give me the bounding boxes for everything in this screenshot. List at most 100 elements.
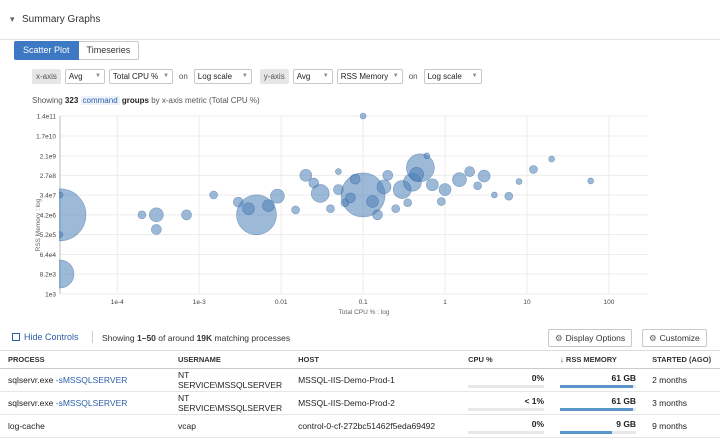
process-cell: sqlservr.exe -sMSSQLSERVER [0, 391, 170, 415]
y-on-label: on [408, 72, 418, 81]
y-tick-label: 8.2e3 [40, 272, 57, 279]
rss-cell: 9 GB [552, 414, 645, 438]
x-tick-label: 0.1 [359, 299, 368, 306]
process-cell: log-cache [0, 414, 170, 438]
x-tick-label: 1 [443, 299, 447, 306]
data-point [473, 181, 482, 191]
x-tick-label: 10 [523, 299, 531, 306]
data-point [438, 183, 452, 196]
chevron-down-icon: ▼ [241, 73, 248, 79]
username-cell: NT SERVICE\MSSQLSERVER [170, 391, 291, 415]
x-axis-label: x-axis [32, 69, 61, 84]
cpu-cell: 0% [460, 368, 553, 392]
x-axis-title: Total CPU % : log [339, 309, 390, 316]
data-point [515, 178, 523, 185]
col-process[interactable]: PROCESS [0, 350, 170, 369]
host-cell: MSSQL-IIS-Demo-Prod-1 [290, 368, 461, 392]
graph-type-tabs: Scatter Plot Timeseries [14, 41, 140, 60]
started-cell: 2 months [644, 368, 720, 392]
chart-left-mask [0, 108, 59, 323]
data-point [423, 152, 431, 160]
groups-summary: Showing 323 command groups by x-axis met… [32, 96, 260, 105]
data-point [310, 184, 330, 203]
cpu-bar [468, 430, 545, 434]
col-username[interactable]: USERNAME [170, 350, 291, 369]
cpu-bar [468, 407, 545, 411]
tab-scatter-plot[interactable]: Scatter Plot [14, 41, 79, 60]
table-row[interactable]: sqlservr.exe -sMSSQLSERVER NT SERVICE\MSS… [0, 368, 720, 392]
col-started[interactable]: STARTED (AGO) [644, 350, 720, 369]
data-point [477, 169, 491, 183]
data-point [137, 210, 147, 220]
chevron-down-icon: ▼ [392, 73, 399, 79]
started-cell: 9 months [644, 414, 720, 438]
col-host[interactable]: HOST [290, 350, 461, 369]
data-point [409, 167, 424, 182]
col-rss-memory[interactable]: ↓ RSS MEMORY [552, 350, 645, 369]
x-metric-select[interactable]: Total CPU % ▼ [108, 69, 173, 84]
table-row[interactable]: log-cache vcap control-0-cf-272bc51462f5e… [0, 414, 720, 438]
y-axis-label: y-axis [259, 69, 289, 84]
x-agg-select[interactable]: Avg ▼ [64, 69, 105, 84]
process-table: PROCESS USERNAME HOST CPU % ↓ RSS MEMORY… [0, 350, 720, 438]
summary-graphs-header[interactable]: ▾ Summary Graphs [0, 0, 720, 40]
chevron-down-icon: ▼ [162, 73, 169, 79]
data-point [548, 155, 555, 163]
x-scale-select[interactable]: Log scale ▼ [193, 69, 252, 84]
data-point [391, 204, 400, 214]
chevron-down-icon: ▼ [322, 73, 329, 79]
username-cell: NT SERVICE\MSSQLSERVER [170, 368, 291, 392]
hide-controls-link[interactable]: Hide Controls [12, 332, 79, 342]
y-tick-label: 2.1e9 [40, 153, 57, 160]
data-point [529, 165, 538, 174]
process-flag-link[interactable]: -sMSSQLSERVER [55, 398, 128, 408]
process-toolbar: Hide Controls Showing 1–50 of around 19K… [0, 326, 720, 350]
panel-icon [12, 333, 20, 341]
tab-timeseries[interactable]: Timeseries [78, 41, 140, 60]
chevron-down-icon: ▼ [471, 73, 478, 79]
data-point [326, 204, 335, 214]
host-cell: control-0-cf-272bc51462f5eda69492 [290, 414, 461, 438]
data-point [491, 191, 498, 199]
y-tick-label: 2.7e8 [40, 173, 57, 180]
chevron-down-icon[interactable]: ▾ [10, 14, 15, 24]
data-point [382, 170, 394, 181]
y-tick-label: 1.7e10 [36, 134, 56, 141]
host-cell: MSSQL-IIS-Demo-Prod-2 [290, 391, 461, 415]
data-point [376, 179, 392, 195]
col-cpu[interactable]: CPU % [460, 350, 553, 369]
data-point [151, 224, 162, 235]
group-count: 323 [64, 96, 79, 105]
data-point [436, 197, 446, 206]
rss-cell: 61 GB [552, 368, 645, 392]
y-tick-label: 5.2e5 [40, 232, 57, 239]
divider [92, 331, 93, 343]
y-agg-select[interactable]: Avg ▼ [292, 69, 333, 84]
data-point [242, 202, 255, 216]
y-metric-select[interactable]: RSS Memory ▼ [336, 69, 403, 84]
customize-button[interactable]: ⚙ Customize [642, 329, 707, 347]
y-scale-select[interactable]: Log scale ▼ [423, 69, 482, 84]
y-tick-label: 4.2e6 [40, 212, 57, 219]
data-point [426, 178, 439, 192]
table-row[interactable]: sqlservr.exe -sMSSQLSERVER NT SERVICE\MSS… [0, 391, 720, 415]
cpu-bar [468, 384, 545, 388]
data-point [335, 168, 342, 175]
process-flag-link[interactable]: -sMSSQLSERVER [55, 375, 128, 385]
y-tick-label: 1e3 [45, 292, 56, 299]
data-point [372, 209, 383, 221]
data-point [403, 198, 412, 208]
x-tick-label: 100 [603, 299, 614, 306]
table-header-row: PROCESS USERNAME HOST CPU % ↓ RSS MEMORY… [0, 350, 720, 369]
y-tick-label: 3.4e7 [40, 192, 57, 199]
group-key: command [80, 96, 120, 105]
data-point [464, 166, 475, 177]
rss-bar [560, 384, 637, 388]
scatter-chart[interactable]: 1.4e11 1.7e10 2.1e9 2.7e8 3.4e7 4.2e6 5.2e5 6.4… [0, 108, 720, 323]
data-point [452, 172, 467, 188]
username-cell: vcap [170, 414, 291, 438]
process-cell: sqlservr.exe -sMSSQLSERVER [0, 368, 170, 392]
display-options-button[interactable]: ⚙ Display Options [548, 329, 633, 347]
rss-cell: 61 GB [552, 391, 645, 415]
data-point [504, 191, 514, 201]
